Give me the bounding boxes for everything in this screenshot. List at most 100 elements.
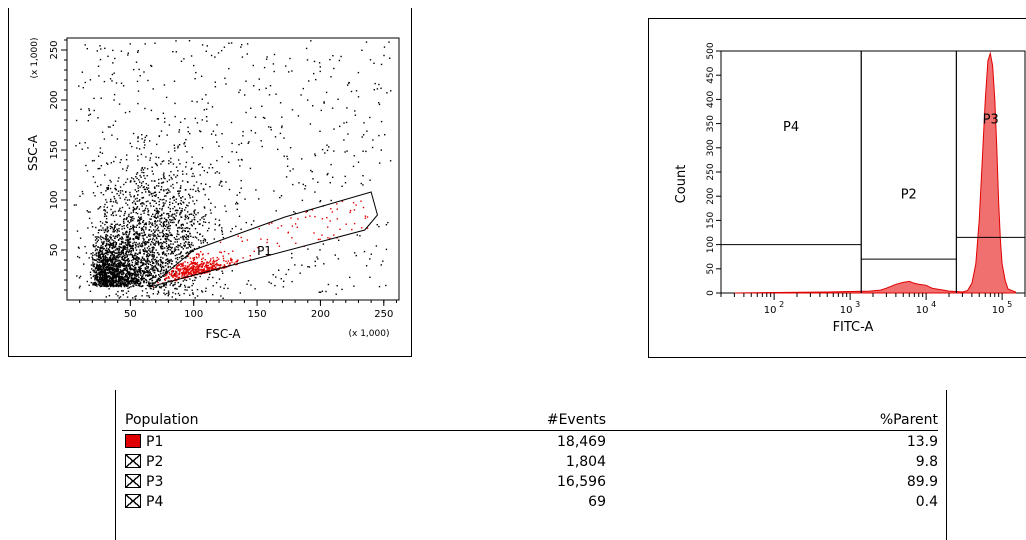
event-dot xyxy=(169,266,171,268)
event-dot xyxy=(172,284,175,286)
event-dot xyxy=(125,256,127,258)
event-dot xyxy=(134,276,136,278)
event-dot xyxy=(105,244,108,246)
event-dot xyxy=(88,109,91,112)
event-dot xyxy=(137,90,140,92)
p1-event-dot xyxy=(186,265,189,267)
event-dot xyxy=(136,279,139,281)
event-dot xyxy=(177,231,179,233)
event-dot xyxy=(97,255,99,257)
event-dot xyxy=(210,54,213,57)
event-dot xyxy=(128,267,131,269)
p1-event-dot xyxy=(216,256,218,259)
event-dot xyxy=(137,262,139,264)
event-dot xyxy=(126,266,128,269)
event-dot xyxy=(216,124,218,126)
event-dot xyxy=(102,243,104,246)
event-dot xyxy=(104,238,107,241)
event-dot xyxy=(176,174,179,177)
event-dot xyxy=(93,274,95,277)
event-dot xyxy=(223,287,225,290)
event-dot xyxy=(103,277,105,279)
event-dot xyxy=(108,281,110,283)
event-dot xyxy=(157,284,159,287)
event-dot xyxy=(165,284,168,286)
event-dot xyxy=(115,243,117,245)
event-dot xyxy=(111,262,113,264)
event-dot xyxy=(136,269,138,271)
event-dot xyxy=(118,273,120,276)
event-dot xyxy=(105,243,108,245)
event-dot xyxy=(145,279,147,281)
event-dot xyxy=(132,224,134,226)
event-dot xyxy=(152,242,154,244)
event-dot xyxy=(146,261,148,263)
event-dot xyxy=(388,41,390,43)
population-name: P4 xyxy=(146,494,164,510)
event-dot xyxy=(159,286,161,289)
event-dot xyxy=(121,252,123,255)
event-dot xyxy=(114,262,116,264)
p1-event-dot xyxy=(295,242,297,244)
population-statistics-table: Population #Events %Parent P1 18,469 13.… xyxy=(115,390,947,540)
event-dot xyxy=(191,284,193,287)
event-dot xyxy=(129,244,131,247)
event-dot xyxy=(156,237,158,240)
event-dot xyxy=(109,227,112,230)
event-dot xyxy=(78,287,81,289)
event-dot xyxy=(143,253,145,255)
event-dot xyxy=(127,220,129,223)
event-dot xyxy=(204,207,206,209)
event-dot xyxy=(167,188,169,190)
event-dot xyxy=(141,285,144,287)
event-dot xyxy=(154,272,156,274)
event-dot xyxy=(105,267,107,269)
p1-event-dot xyxy=(180,265,182,268)
event-dot xyxy=(147,252,149,255)
event-dot xyxy=(194,297,196,299)
event-dot xyxy=(109,225,112,227)
event-dot xyxy=(148,283,150,285)
event-dot xyxy=(362,184,364,186)
event-dot xyxy=(142,210,144,212)
event-dot xyxy=(114,281,116,283)
event-dot xyxy=(117,295,119,297)
event-dot xyxy=(162,202,164,204)
event-dot xyxy=(380,120,383,123)
event-dot xyxy=(279,132,282,135)
event-dot xyxy=(188,286,191,288)
event-dot xyxy=(123,214,125,217)
event-dot xyxy=(177,244,179,246)
event-dot xyxy=(170,215,172,217)
event-dot xyxy=(179,285,181,287)
event-dot xyxy=(208,276,210,279)
event-dot xyxy=(114,260,116,262)
event-dot xyxy=(287,269,290,271)
event-dot xyxy=(221,270,223,272)
p1-event-dot xyxy=(169,273,171,276)
event-dot xyxy=(153,269,155,271)
event-dot xyxy=(199,219,201,221)
event-dot xyxy=(76,275,78,277)
event-dot xyxy=(116,228,118,230)
event-dot xyxy=(194,276,196,279)
p1-event-dot xyxy=(266,238,269,241)
event-dot xyxy=(151,255,153,257)
event-dot xyxy=(99,266,102,269)
event-dot xyxy=(113,93,116,96)
event-dot xyxy=(164,225,167,227)
event-dot xyxy=(304,185,307,187)
event-dot xyxy=(160,188,163,191)
event-dot xyxy=(333,128,335,130)
event-dot xyxy=(189,197,191,199)
p1-event-dot xyxy=(213,268,215,270)
p1-event-dot xyxy=(216,259,218,261)
p1-event-dot xyxy=(349,209,352,212)
event-dot xyxy=(128,286,131,289)
event-dot xyxy=(158,200,160,203)
event-dot xyxy=(151,267,154,270)
event-dot xyxy=(147,241,149,243)
p1-event-dot xyxy=(183,274,185,277)
event-dot xyxy=(184,189,187,191)
event-dot xyxy=(302,87,304,90)
